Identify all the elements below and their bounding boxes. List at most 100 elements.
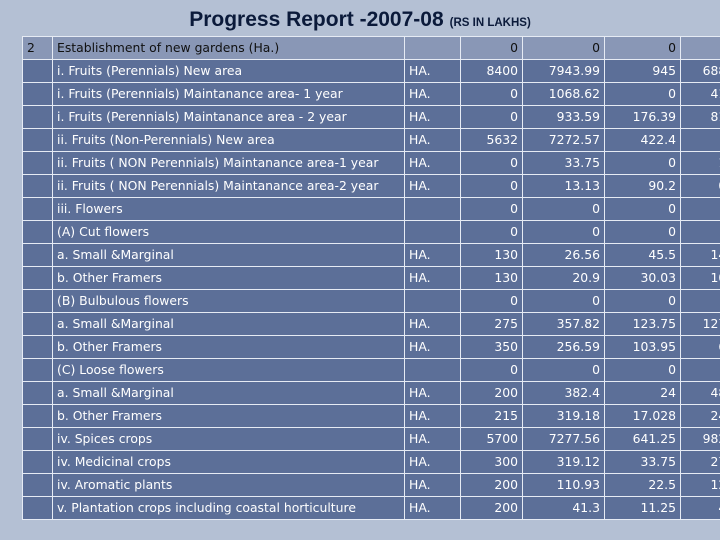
value-cell: 130 (460, 243, 523, 267)
value-cell: 41.3 (522, 496, 605, 520)
value-cell: 60.9 (680, 335, 720, 359)
table-row: ii. Fruits ( NON Perennials) Maintanance… (22, 151, 720, 175)
unit-cell: HA. (404, 82, 461, 106)
value-cell: 0 (604, 220, 681, 244)
table-body: 2 Establishment of new gardens (Ha.) 0 0… (22, 36, 720, 520)
value-cell: 0 (522, 289, 605, 313)
table-row: (B) Bulbulous flowers0000 (22, 289, 720, 313)
description-cell: i. Fruits (Perennials) Maintanance area-… (52, 82, 405, 106)
value-cell: 0 (604, 197, 681, 221)
value-cell: 0 (680, 358, 720, 382)
value-cell: 5700 (460, 427, 523, 451)
serial-number-cell: 2 (22, 36, 53, 60)
value-cell: 0 (460, 220, 523, 244)
value-cell: 0 (604, 289, 681, 313)
value-cell: 127.05 (680, 312, 720, 336)
value-cell: 4.85 (680, 496, 720, 520)
description-cell: b. Other Framers (52, 266, 405, 290)
value-cell: 0 (604, 151, 681, 175)
unit-cell: HA. (404, 496, 461, 520)
unit-cell (404, 197, 461, 221)
value-cell: 275 (460, 312, 523, 336)
title-unit-note: (RS IN LAKHS) (449, 17, 531, 29)
value-cell: 22.5 (604, 473, 681, 497)
unit-cell (404, 220, 461, 244)
value-cell: 27.96 (680, 450, 720, 474)
value-cell: 0 (460, 105, 523, 129)
value-cell: 933.59 (522, 105, 605, 129)
description-cell: b. Other Framers (52, 404, 405, 428)
value-cell: 0 (680, 197, 720, 221)
value-cell: 48.07 (680, 381, 720, 405)
value-cell: 0 (522, 220, 605, 244)
serial-number-cell (22, 473, 53, 497)
value-cell: 0 (604, 358, 681, 382)
value-cell: 200 (460, 473, 523, 497)
value-cell: 0.62 (680, 174, 720, 198)
serial-number-cell (22, 128, 53, 152)
value-cell: 0 (460, 174, 523, 198)
table-row: ii. Fruits (Non-Perennials) New area HA. 5… (22, 128, 720, 152)
unit-cell: HA. (404, 128, 461, 152)
value-cell: 1068.62 (522, 82, 605, 106)
description-cell: i. Fruits (Perennials) New area (52, 59, 405, 83)
description-cell: iv. Spices crops (52, 427, 405, 451)
value-cell: 8400 (460, 59, 523, 83)
unit-cell: HA. (404, 312, 461, 336)
value-cell: 14.54 (680, 243, 720, 267)
unit-cell: HA. (404, 174, 461, 198)
value-cell: 103.95 (604, 335, 681, 359)
description-cell: b. Other Framers (52, 335, 405, 359)
value-cell: 123.75 (604, 312, 681, 336)
unit-cell: HA. (404, 105, 461, 129)
table-row-section-header: 2 Establishment of new gardens (Ha.) 0 0… (22, 36, 720, 60)
serial-number-cell (22, 358, 53, 382)
serial-number-cell (22, 59, 53, 83)
unit-cell (404, 358, 461, 382)
serial-number-cell (22, 266, 53, 290)
description-cell: ii. Fruits ( NON Perennials) Maintanance… (52, 174, 405, 198)
table-row: iii. Flowers0000 (22, 197, 720, 221)
value-cell: 300 (460, 450, 523, 474)
unit-cell: HA. (404, 427, 461, 451)
table-row: (A) Cut flowers0000 (22, 220, 720, 244)
value-cell: 12.46 (680, 473, 720, 497)
description-cell: iv. Medicinal crops (52, 450, 405, 474)
description-cell: (B) Bulbulous flowers (52, 289, 405, 313)
value-cell: 319.12 (522, 450, 605, 474)
serial-number-cell (22, 381, 53, 405)
table-row: iv. Medicinal cropsHA.300319.1233.7527.9… (22, 450, 720, 474)
value-cell: 17.028 (604, 404, 681, 428)
value-cell: 382.4 (522, 381, 605, 405)
description-cell: (C) Loose flowers (52, 358, 405, 382)
value-cell: 24 (604, 381, 681, 405)
value-cell: 20.9 (522, 266, 605, 290)
value-cell: 24.26 (680, 404, 720, 428)
value-cell: 0 (460, 197, 523, 221)
value-cell: 130 (460, 266, 523, 290)
serial-number-cell (22, 82, 53, 106)
value-cell: 26.56 (522, 243, 605, 267)
value-cell: 200 (460, 381, 523, 405)
unit-cell: HA. (404, 59, 461, 83)
table-row: i. Fruits (Perennials) Maintanance area-… (22, 82, 720, 106)
value-cell: 0 (460, 289, 523, 313)
progress-report-table: 2 Establishment of new gardens (Ha.) 0 0… (22, 36, 720, 520)
value-cell: 33.75 (522, 151, 605, 175)
value-cell: 0 (460, 82, 523, 106)
table-row: a. Small &MarginalHA.275357.82123.75127.… (22, 312, 720, 336)
description-cell: iv. Aromatic plants (52, 473, 405, 497)
description-cell: ii. Fruits ( NON Perennials) Maintanance… (52, 151, 405, 175)
value-cell: 5632 (460, 128, 523, 152)
unit-cell: HA. (404, 335, 461, 359)
value-cell: 176.39 (604, 105, 681, 129)
value-cell: 110.93 (522, 473, 605, 497)
value-cell: 0 (522, 36, 605, 60)
description-cell: v. Plantation crops including coastal ho… (52, 496, 405, 520)
value-cell: 350 (460, 335, 523, 359)
value-cell: 0 (604, 36, 681, 60)
